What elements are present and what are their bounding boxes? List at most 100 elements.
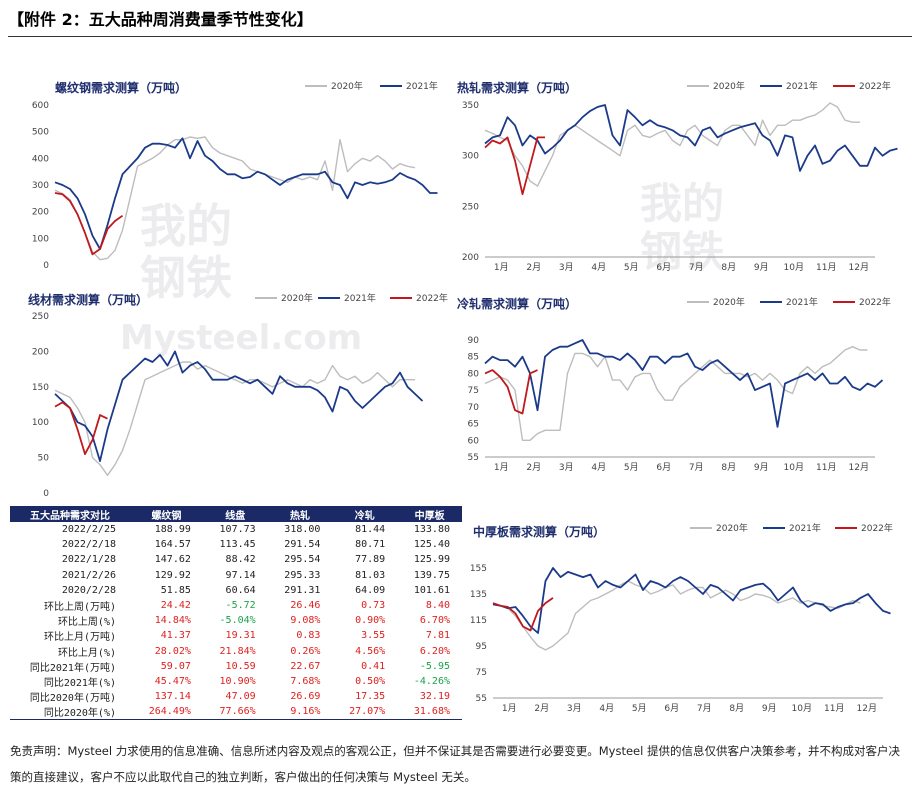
- table-cell: 129.92: [154, 569, 191, 581]
- table-cell: 60.64: [225, 584, 256, 596]
- chart-rebar: 螺纹钢需求测算（万吨） 0 100 200 300 400 500 600 2020年 2021年: [0, 70, 460, 285]
- y-tick-label: 95: [476, 642, 487, 652]
- table-cell: 31.68%: [397, 704, 462, 721]
- chart-title: 线材需求测算（万吨）: [28, 292, 148, 307]
- row-label: 同比2021年(%): [43, 677, 116, 689]
- x-tick-label: 10月: [792, 703, 812, 714]
- row-label: 2022/2/25: [61, 524, 116, 536]
- legend-label: 2020年: [713, 296, 745, 308]
- series-line: [492, 567, 891, 634]
- x-tick-label: 1月: [502, 703, 517, 714]
- series-line: [54, 137, 438, 250]
- table-row: 2021/2/26 129.92 97.14 295.33 81.03 139.75: [10, 568, 462, 583]
- legend-label: 2021年: [789, 522, 821, 534]
- table-cell: 64.09: [355, 584, 386, 596]
- y-tick-label: 300: [462, 152, 479, 162]
- y-tick-label: 60: [468, 436, 480, 446]
- x-tick-label: 12月: [857, 703, 877, 714]
- table-row: 2020/2/28 51.85 60.64 291.31 64.09 101.61: [10, 583, 462, 598]
- y-tick-label: 55: [468, 453, 479, 463]
- y-tick-label: 200: [462, 253, 479, 263]
- table-header-cell: 热轧: [267, 506, 333, 522]
- legend-label: 2021年: [786, 296, 818, 308]
- table-header-cell: 冷轧: [332, 506, 398, 522]
- x-tick-label: 11月: [816, 262, 836, 273]
- disclaimer: 免责声明：Mysteel 力求使用的信息准确、信息所述内容及观点的客观公正，但并…: [10, 744, 900, 784]
- table-row: 同比2020年(%) 264.49% 77.66% 9.16% 27.07% 31.68%: [10, 704, 462, 721]
- table-cell: 0.90%: [355, 615, 386, 627]
- table-header-row: 五大品种需求对比 螺纹钢 线盘 热轧 冷轧 中厚板: [10, 506, 462, 522]
- table-cell: 41.37: [160, 630, 191, 642]
- series-line: [484, 346, 868, 442]
- x-tick-label: 7月: [697, 703, 712, 714]
- table-row: 2022/1/28 147.62 88.42 295.54 77.89 125.99: [10, 552, 462, 567]
- y-tick-label: 50: [38, 454, 50, 464]
- table-cell: 4.56%: [355, 645, 386, 657]
- table-cell: 22.67: [290, 660, 321, 672]
- legend-label: 2022年: [859, 80, 891, 92]
- x-tick-label: 4月: [599, 703, 614, 714]
- table-cell: 3.55: [361, 630, 386, 642]
- y-tick-label: 250: [462, 202, 479, 212]
- table-cell: 0.83: [296, 630, 321, 642]
- legend-label: 2022年: [416, 292, 448, 304]
- y-tick-label: 300: [32, 181, 49, 191]
- table-row: 同比2021年(万吨) 59.07 10.59 22.67 0.41 -5.95: [10, 659, 462, 674]
- y-tick-label: 250: [32, 312, 49, 322]
- table-cell: 0.73: [361, 600, 386, 612]
- x-tick-label: 1月: [494, 262, 509, 273]
- x-tick-label: 8月: [721, 462, 736, 473]
- series-line: [484, 104, 898, 172]
- chart-title: 中厚板需求测算（万吨）: [473, 524, 605, 539]
- table-cell: 188.99: [154, 524, 191, 536]
- legend-label: 2021年: [786, 80, 818, 92]
- y-tick-label: 100: [32, 234, 49, 244]
- chart-title: 冷轧需求测算（万吨）: [457, 296, 577, 311]
- series-line: [484, 369, 538, 415]
- table-cell: 17.35: [355, 691, 386, 703]
- table-cell: 6.20%: [419, 645, 450, 657]
- table-cell: 21.84%: [219, 645, 256, 657]
- legend-label: 2021年: [406, 80, 438, 92]
- legend-label: 2021年: [344, 292, 376, 304]
- x-tick-label: 4月: [591, 462, 606, 473]
- table-cell: 0.41: [361, 660, 386, 672]
- legend-label: 2022年: [861, 522, 893, 534]
- table-cell: 80.71: [355, 539, 386, 551]
- table-cell: 113.45: [219, 539, 256, 551]
- x-tick-label: 9月: [762, 703, 777, 714]
- table-cell: 107.73: [219, 524, 256, 536]
- row-label: 环比上周(万吨): [43, 602, 116, 614]
- row-label: 同比2020年(万吨): [29, 693, 116, 705]
- row-label: 同比2021年(万吨): [29, 662, 116, 674]
- table-cell: 77.89: [355, 554, 386, 566]
- series-line: [484, 136, 545, 196]
- table-header-cell: 线盘: [202, 506, 268, 522]
- chart-title: 热轧需求测算（万吨）: [457, 80, 577, 95]
- table-cell: 10.59: [225, 660, 256, 672]
- table-cell: 14.84%: [154, 615, 191, 627]
- legend-label: 2020年: [331, 80, 363, 92]
- x-tick-label: 6月: [656, 462, 671, 473]
- y-tick-label: 0: [43, 489, 49, 499]
- table-cell: 19.31: [225, 630, 256, 642]
- table-cell: 291.31: [284, 584, 321, 596]
- table-cell: 32.19: [419, 691, 450, 703]
- table-cell: 81.03: [355, 569, 386, 581]
- y-tick-label: 90: [468, 336, 480, 346]
- chart-title: 螺纹钢需求测算（万吨）: [55, 80, 187, 95]
- row-label: 2022/2/18: [61, 539, 116, 551]
- row-label: 环比上月(万吨): [43, 632, 116, 644]
- comparison-table: 五大品种需求对比 螺纹钢 线盘 热轧 冷轧 中厚板 2022/2/25 188.99 107.…: [10, 506, 462, 721]
- x-tick-label: 5月: [624, 262, 639, 273]
- y-tick-label: 500: [32, 128, 49, 138]
- y-tick-label: 100: [32, 418, 49, 428]
- row-label: 同比2020年(%): [10, 704, 130, 721]
- x-tick-label: 2月: [526, 262, 541, 273]
- y-tick-label: 70: [468, 403, 480, 413]
- x-tick-label: 3月: [559, 462, 574, 473]
- table-cell: 81.44: [355, 524, 386, 536]
- legend-label: 2020年: [716, 522, 748, 534]
- x-tick-label: 8月: [721, 262, 736, 273]
- table-cell: 7.68%: [290, 675, 321, 687]
